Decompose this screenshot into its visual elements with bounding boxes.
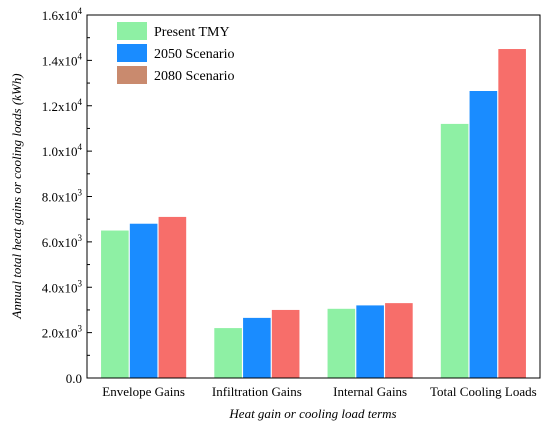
x-tick-label: Infiltration Gains xyxy=(212,384,302,399)
bar xyxy=(440,123,469,379)
bar xyxy=(498,49,526,378)
bar xyxy=(101,230,129,378)
bars xyxy=(101,49,526,379)
x-tick-label: Internal Gains xyxy=(333,384,407,399)
y-tick-label: 8.0x103 xyxy=(42,188,83,205)
x-tick-label: Total Cooling Loads xyxy=(430,384,537,399)
legend-label: 2050 Scenario xyxy=(154,47,234,62)
x-axis-title: Heat gain or cooling load terms xyxy=(228,406,396,421)
bar xyxy=(356,305,384,378)
bar xyxy=(158,216,187,378)
y-tick-label: 1.6x104 xyxy=(42,6,83,23)
y-axis-title: Annual total heat gains or cooling loads… xyxy=(9,73,24,319)
bar xyxy=(129,223,158,378)
bar xyxy=(469,91,498,379)
y-tick-label: 1.2x104 xyxy=(42,97,83,114)
x-tick-label: Envelope Gains xyxy=(102,384,185,399)
legend-label: 2080 Scenario xyxy=(154,69,234,84)
legend-swatch xyxy=(117,66,147,84)
legend-label: Present TMY xyxy=(154,25,230,40)
y-tick-label: 1.4x104 xyxy=(42,51,83,68)
bar xyxy=(327,308,356,378)
y-axis-ticks: 0.0 2.0x103 4.0x103 6.0x103 8.0x103 1.0x104 1.… xyxy=(42,6,92,386)
y-tick-label: 4.0x103 xyxy=(42,278,83,295)
legend: Present TMY 2050 Scenario 2080 Scenario xyxy=(117,22,234,84)
bar xyxy=(243,317,271,378)
bar xyxy=(271,309,300,378)
legend-swatch xyxy=(117,22,147,40)
y-tick-label: 1.0x104 xyxy=(42,142,83,159)
plot-frame xyxy=(86,14,541,379)
y-tick-label: 6.0x103 xyxy=(42,233,83,250)
bar xyxy=(385,303,413,378)
legend-swatch xyxy=(117,44,147,62)
y-tick-label: 2.0x103 xyxy=(42,324,83,341)
bar xyxy=(214,328,242,378)
y-tick-label: 0.0 xyxy=(66,371,82,386)
